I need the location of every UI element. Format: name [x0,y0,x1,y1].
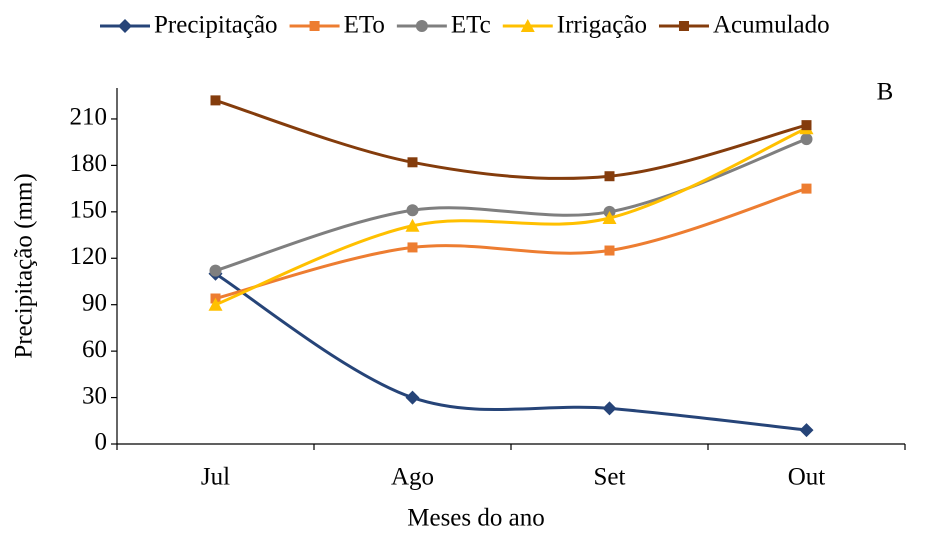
data-point [406,204,419,217]
y-axis-label: Precipitação (mm) [11,173,38,358]
y-tick-label: 60 [82,336,107,363]
data-point [407,157,418,168]
series-line [214,126,808,307]
data-point [209,264,222,277]
data-point [602,211,617,225]
y-tick-label: 150 [70,197,108,224]
legend-label: Acumulado [713,12,830,39]
data-point [604,171,615,182]
data-point [602,401,617,416]
data-point [405,390,420,405]
x-tick-label: Out [788,464,826,491]
series-line [214,272,807,432]
legend-marker [678,21,689,31]
legend-label: Irrigação [557,12,647,39]
data-point [801,183,812,194]
legend-marker [415,20,428,32]
legend-marker [309,21,320,31]
legend-label: ETo [344,12,385,39]
series-line [215,137,808,273]
x-tick-label: Jul [201,464,230,491]
series-line [215,98,807,180]
data-point [405,218,420,232]
y-tick-label: 30 [82,382,107,409]
y-tick-label: 120 [70,243,108,270]
data-point [407,242,418,253]
legend-marker [520,19,535,32]
y-tick-label: 180 [70,150,108,177]
data-point [800,133,813,146]
data-point [799,423,814,438]
legend-label: ETc [451,12,491,39]
y-tick-label: 90 [82,289,107,316]
series-line [215,187,807,300]
x-axis-label: Meses do ano [407,505,544,532]
legend-label: Precipitação [154,12,278,39]
legend-marker [118,19,132,33]
y-tick-label: 210 [70,104,108,131]
data-point [801,120,812,131]
x-tick-label: Ago [391,464,434,491]
data-point [208,297,223,311]
annotation: B [877,79,894,106]
data-point [210,95,221,106]
x-tick-label: Set [594,464,626,491]
y-tick-label: 0 [95,429,108,456]
data-point [604,245,615,256]
